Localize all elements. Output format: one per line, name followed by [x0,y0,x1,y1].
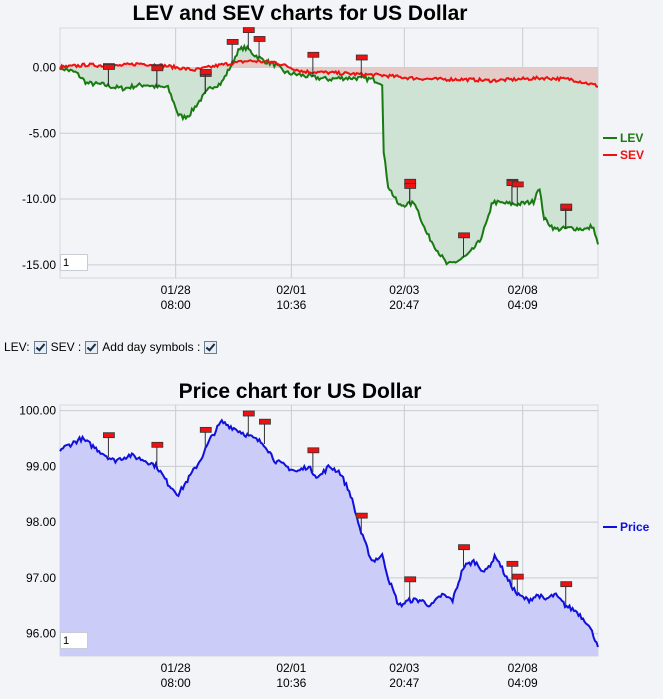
lev-line [59,43,599,266]
lev-toggle-label: LEV: [4,340,30,354]
day-marker-flag [511,573,524,580]
day-marker-flag [259,418,271,425]
day-marker-flag [151,441,164,448]
day-marker-flag [199,69,212,75]
y-tick-label: 98.00 [26,515,56,529]
day-marker-flag [355,512,368,519]
x-tick-time: 04:09 [508,676,538,690]
x-tick-date: 01/28 [161,661,191,675]
y-tick-label: 99.00 [26,459,56,473]
sev-checkbox[interactable] [85,340,99,354]
lev-sev-zoom-input[interactable]: 1 [60,254,88,271]
lev-sev-chart-title: LEV and SEV charts for US Dollar [133,2,468,25]
legend-label: SEV [620,148,644,162]
x-tick-time: 10:36 [276,676,306,690]
day-marker-flag [199,426,212,433]
day-marker-flag [242,410,255,417]
price-zoom-input[interactable]: 1 [60,632,88,649]
x-tick-date: 01/28 [161,283,191,297]
x-tick-date: 02/01 [276,283,306,297]
x-tick-time: 10:36 [276,298,306,312]
x-tick-date: 02/08 [508,661,538,675]
y-tick-label: 0.00 [33,60,57,74]
sev-toggle-label: SEV : [50,340,82,354]
lev-area [60,46,598,265]
day-symbols-checkbox[interactable] [204,340,218,354]
price-line [59,418,599,648]
x-tick-time: 20:47 [389,676,419,690]
day-marker-flag [103,432,115,439]
sev-area [60,60,598,87]
y-tick-label: -10.00 [22,192,56,206]
day-marker-flag [253,36,266,42]
day-marker-flag [560,581,573,588]
x-tick-time: 20:47 [389,298,419,312]
day-marker-flag [226,39,239,45]
x-tick-time: 08:00 [161,676,191,690]
day-marker-flag [560,203,573,210]
x-tick-time: 04:09 [508,298,538,312]
day-marker-flag [307,447,320,454]
y-tick-label: 100.00 [19,404,56,418]
x-tick-date: 02/08 [508,283,538,297]
day-marker-flag [511,181,524,188]
day-marker-flag [103,64,115,70]
lev-checkbox[interactable] [33,340,47,354]
y-tick-label: 96.00 [26,627,56,641]
day-marker-flag [151,65,164,72]
x-tick-date: 02/03 [389,661,419,675]
day-marker-flag [404,183,417,189]
day-marker-flag [355,54,368,61]
day-symbols-label: Add day symbols : [102,340,201,354]
legend-label: Price [620,520,650,534]
day-marker-flag [458,544,470,551]
day-marker-flag [506,560,519,567]
day-marker-flag [307,51,320,58]
x-tick-date: 02/01 [276,661,306,675]
day-marker-flag [404,576,417,583]
y-tick-label: -5.00 [29,126,57,140]
legend-label: LEV [620,131,643,145]
y-tick-label: 97.00 [26,571,56,585]
x-tick-time: 08:00 [161,298,191,312]
day-marker-flag [242,27,255,34]
price-chart-title: Price chart for US Dollar [179,380,422,403]
x-tick-date: 02/03 [389,283,419,297]
chart-controls: LEV: SEV : Add day symbols : [4,340,219,354]
day-marker-flag [458,232,470,239]
sev-line [59,59,598,88]
y-tick-label: -15.00 [22,258,56,272]
price-area [60,420,598,656]
